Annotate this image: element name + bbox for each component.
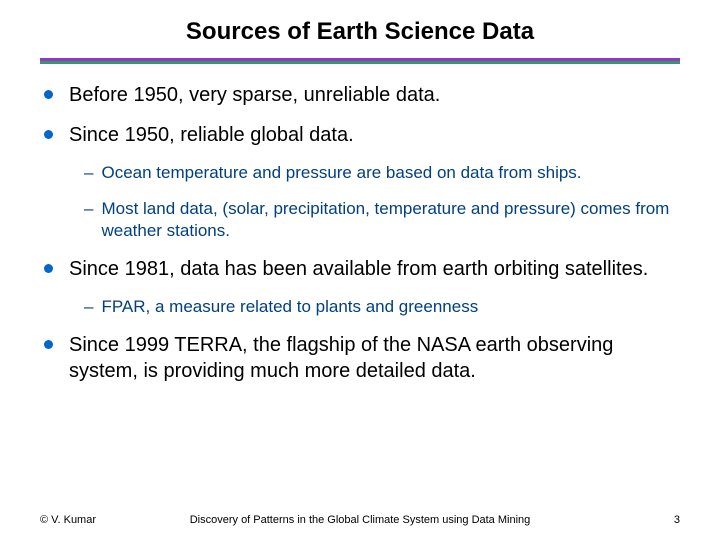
- footer-page-number: 3: [674, 514, 680, 526]
- bullet-item: Before 1950, very sparse, unreliable dat…: [44, 82, 676, 108]
- footer-author: © V. Kumar: [40, 514, 96, 526]
- bullet-icon: [44, 90, 53, 99]
- dash-icon: –: [84, 296, 93, 318]
- bullet-item: Since 1999 TERRA, the flagship of the NA…: [44, 332, 676, 384]
- bullet-item: Since 1981, data has been available from…: [44, 256, 676, 282]
- slide-title: Sources of Earth Science Data: [40, 18, 680, 46]
- dash-icon: –: [84, 162, 93, 184]
- sub-bullet-item: – Most land data, (solar, precipitation,…: [84, 198, 676, 242]
- footer-title: Discovery of Patterns in the Global Clim…: [190, 514, 531, 526]
- bullet-text: Before 1950, very sparse, unreliable dat…: [69, 82, 440, 108]
- bullet-icon: [44, 340, 53, 349]
- dash-icon: –: [84, 198, 93, 220]
- sub-bullet-item: – FPAR, a measure related to plants and …: [84, 296, 676, 318]
- bullet-text: Since 1981, data has been available from…: [69, 256, 648, 282]
- title-divider: [40, 58, 680, 64]
- bullet-icon: [44, 130, 53, 139]
- sub-bullet-text: FPAR, a measure related to plants and gr…: [101, 296, 478, 318]
- bullet-text: Since 1999 TERRA, the flagship of the NA…: [69, 332, 676, 384]
- slide-content: Before 1950, very sparse, unreliable dat…: [40, 82, 680, 514]
- divider-line-bottom: [40, 61, 680, 64]
- bullet-item: Since 1950, reliable global data.: [44, 122, 676, 148]
- sub-bullet-text: Most land data, (solar, precipitation, t…: [101, 198, 676, 242]
- slide-footer: © V. Kumar Discovery of Patterns in the …: [40, 514, 680, 540]
- sub-bullet-text: Ocean temperature and pressure are based…: [101, 162, 581, 184]
- bullet-text: Since 1950, reliable global data.: [69, 122, 354, 148]
- bullet-icon: [44, 264, 53, 273]
- sub-bullet-item: – Ocean temperature and pressure are bas…: [84, 162, 676, 184]
- slide: Sources of Earth Science Data Before 195…: [0, 0, 720, 540]
